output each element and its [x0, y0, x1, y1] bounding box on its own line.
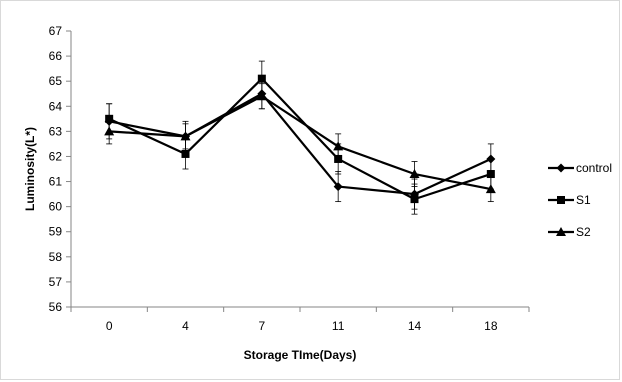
y-tick-label: 63 [49, 124, 63, 138]
y-axis-ticks: 56 57 58 59 60 61 62 63 64 65 66 67 [49, 24, 71, 314]
data-point [486, 170, 495, 179]
y-tick-label: 62 [49, 149, 63, 163]
y-tick-label: 57 [49, 275, 63, 289]
data-point [257, 74, 266, 83]
y-tick-label: 56 [49, 300, 63, 314]
x-axis-ticks: 0 4 7 11 14 18 [70, 307, 530, 333]
series-s1 [105, 60, 495, 215]
x-axis-title: Storage TIme(Days) [244, 348, 357, 362]
legend-item-s2: S2 [548, 225, 591, 239]
y-tick-label: 61 [49, 175, 63, 189]
data-point [180, 131, 191, 141]
data-point [104, 126, 115, 136]
data-point [333, 182, 343, 192]
legend-marker [557, 196, 565, 204]
legend-item-s1: S1 [548, 193, 591, 207]
x-tick-label: 4 [182, 319, 189, 333]
series-line [108, 77, 492, 201]
y-tick-label: 66 [49, 49, 63, 63]
data-point [410, 195, 419, 204]
y-tick-label: 67 [49, 24, 63, 38]
x-tick-label: 18 [484, 319, 498, 333]
data-point [333, 141, 344, 151]
series-layer [104, 60, 496, 215]
data-point [485, 184, 496, 194]
series-s2 [104, 83, 496, 203]
series-line [109, 95, 492, 191]
data-point [256, 91, 267, 101]
x-tick-label: 0 [106, 319, 113, 333]
legend-marker [556, 227, 566, 236]
legend: control S1 S2 [548, 161, 612, 239]
series-line [108, 92, 492, 196]
legend-item-control: control [548, 161, 612, 175]
legend-label: S1 [576, 193, 591, 207]
y-tick-label: 59 [49, 225, 63, 239]
x-tick-label: 14 [408, 319, 422, 333]
y-axis-title: Luminosity(L*) [23, 127, 37, 211]
legend-marker [556, 163, 566, 173]
y-tick-label: 64 [49, 99, 63, 113]
y-tick-label: 60 [49, 200, 63, 214]
x-tick-label: 11 [332, 319, 345, 333]
data-point [181, 149, 190, 158]
y-tick-label: 58 [49, 250, 63, 264]
y-tick-label: 65 [49, 74, 63, 88]
legend-label: control [576, 161, 612, 175]
x-tick-label: 7 [258, 319, 265, 333]
legend-label: S2 [576, 225, 591, 239]
data-point [409, 169, 420, 179]
